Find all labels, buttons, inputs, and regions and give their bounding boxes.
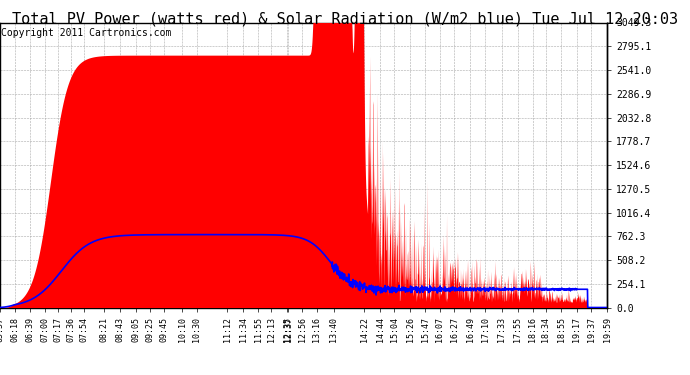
Text: Copyright 2011 Cartronics.com: Copyright 2011 Cartronics.com bbox=[1, 28, 172, 38]
Text: Total PV Power (watts red) & Solar Radiation (W/m2 blue) Tue Jul 12 20:03: Total PV Power (watts red) & Solar Radia… bbox=[12, 11, 678, 26]
